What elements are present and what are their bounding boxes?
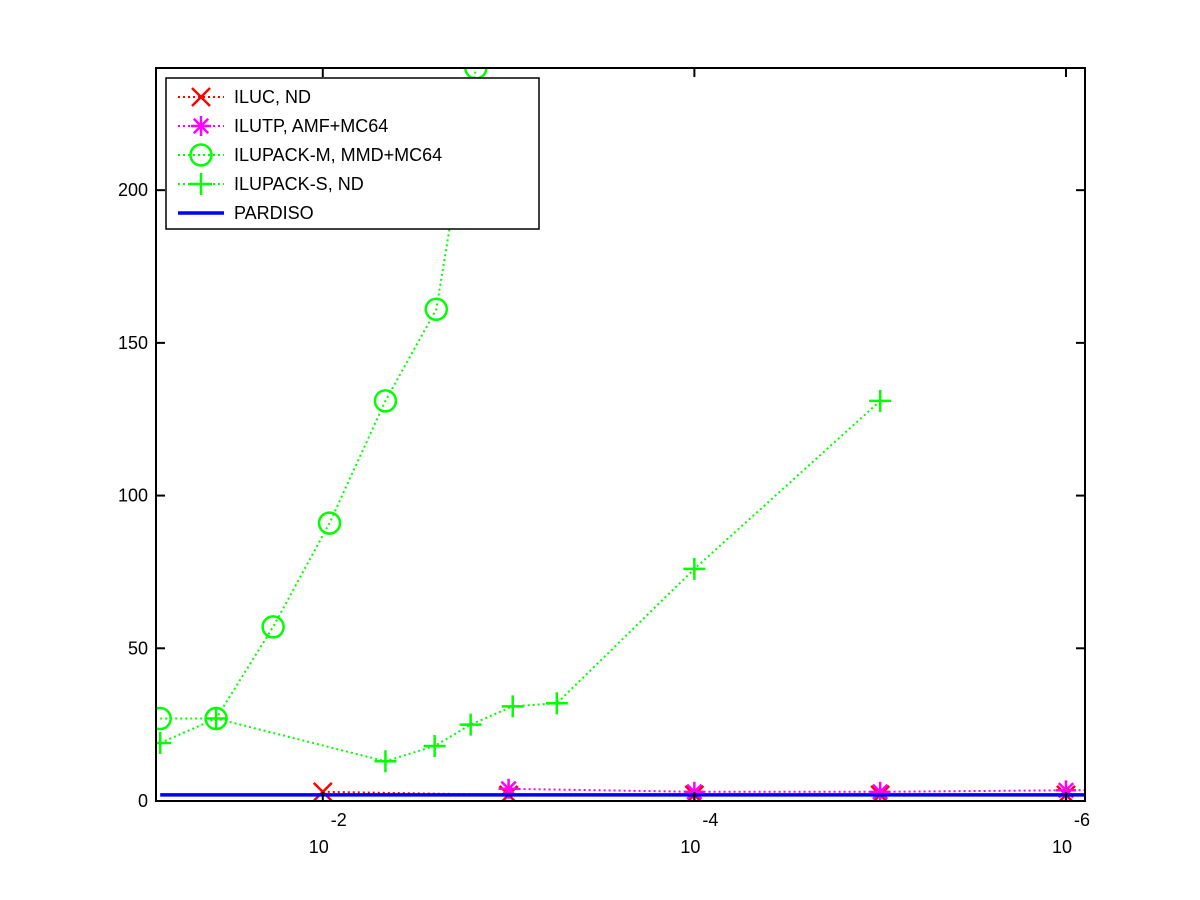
legend-marker-ilupack-m-mmd-mc64 (189, 143, 213, 167)
legend-entry-ilupack-m-mmd-mc64: ILUPACK-M, MMD+MC64 (178, 143, 442, 167)
y-tick-label: 100 (118, 486, 148, 506)
legend-entry-ilutp-amf-mc64: ILUTP, AMF+MC64 (178, 116, 388, 136)
plot-area-frame (155, 67, 1086, 802)
data-point-iluc-nd-0 (312, 781, 333, 801)
y-tick-label: 200 (118, 180, 148, 200)
x-tick-label-base: 10 (309, 837, 329, 857)
legend-marker-iluc-nd (191, 87, 211, 107)
legend-marker-ilupack-s-nd (190, 173, 212, 195)
data-point-ilupack-s-nd-7 (683, 557, 706, 580)
data-point-ilupack-m-mmd-mc64-5 (424, 297, 449, 322)
data-point-ilupack-m-mmd-mc64-4 (373, 389, 398, 413)
legend-entry-iluc-nd: ILUC, ND (178, 87, 311, 107)
legend-label-ilutp-amf-mc64: ILUTP, AMF+MC64 (234, 116, 388, 136)
legend-box (165, 77, 540, 230)
y-tick-label: 150 (118, 333, 148, 353)
x-tick-label-exponent: -6 (1074, 810, 1090, 830)
legend: ILUC, ND ILUTP, AMF+MC64 ILUPACK-M, MMD+MC… (165, 77, 540, 230)
data-point-ilupack-m-mmd-mc64-3 (317, 511, 342, 535)
data-point-ilupack-m-mmd-mc64-2 (261, 615, 285, 639)
legend-label-iluc-nd: ILUC, ND (234, 87, 311, 107)
data-point-ilupack-s-nd-6 (545, 692, 568, 715)
data-point-ilupack-s-nd-4 (459, 713, 482, 736)
legend-entry-pardiso: PARDISO (178, 203, 314, 223)
data-point-ilupack-s-nd-1 (205, 707, 228, 730)
x-tick-label-base: 10 (680, 837, 700, 857)
legend-label-ilupack-m-mmd-mc64: ILUPACK-M, MMD+MC64 (234, 145, 442, 165)
data-point-ilupack-s-nd-3 (423, 735, 446, 758)
x-tick-label-base: 10 (1052, 837, 1072, 857)
x-tick-label-exponent: -2 (331, 810, 347, 830)
legend-entry-ilupack-s-nd: ILUPACK-S, ND (178, 173, 364, 195)
y-tick-label: 50 (128, 638, 148, 658)
data-point-ilupack-m-mmd-mc64-0 (156, 706, 172, 731)
legend-label-pardiso: PARDISO (234, 203, 314, 223)
data-point-ilupack-s-nd-8 (869, 389, 892, 412)
legend-label-ilupack-s-nd: ILUPACK-S, ND (234, 174, 364, 194)
legend-marker-ilutp-amf-mc64 (191, 116, 211, 136)
series-ilupack-s-nd (156, 389, 892, 773)
data-point-ilupack-s-nd-2 (374, 750, 397, 773)
x-tick-label-exponent: -4 (702, 810, 718, 830)
data-point-ilupack-s-nd-0 (156, 731, 172, 754)
data-point-ilupack-s-nd-5 (501, 695, 524, 718)
y-tick-label: 0 (138, 791, 148, 811)
data-point-ilutp-amf-mc64-2 (870, 781, 891, 801)
